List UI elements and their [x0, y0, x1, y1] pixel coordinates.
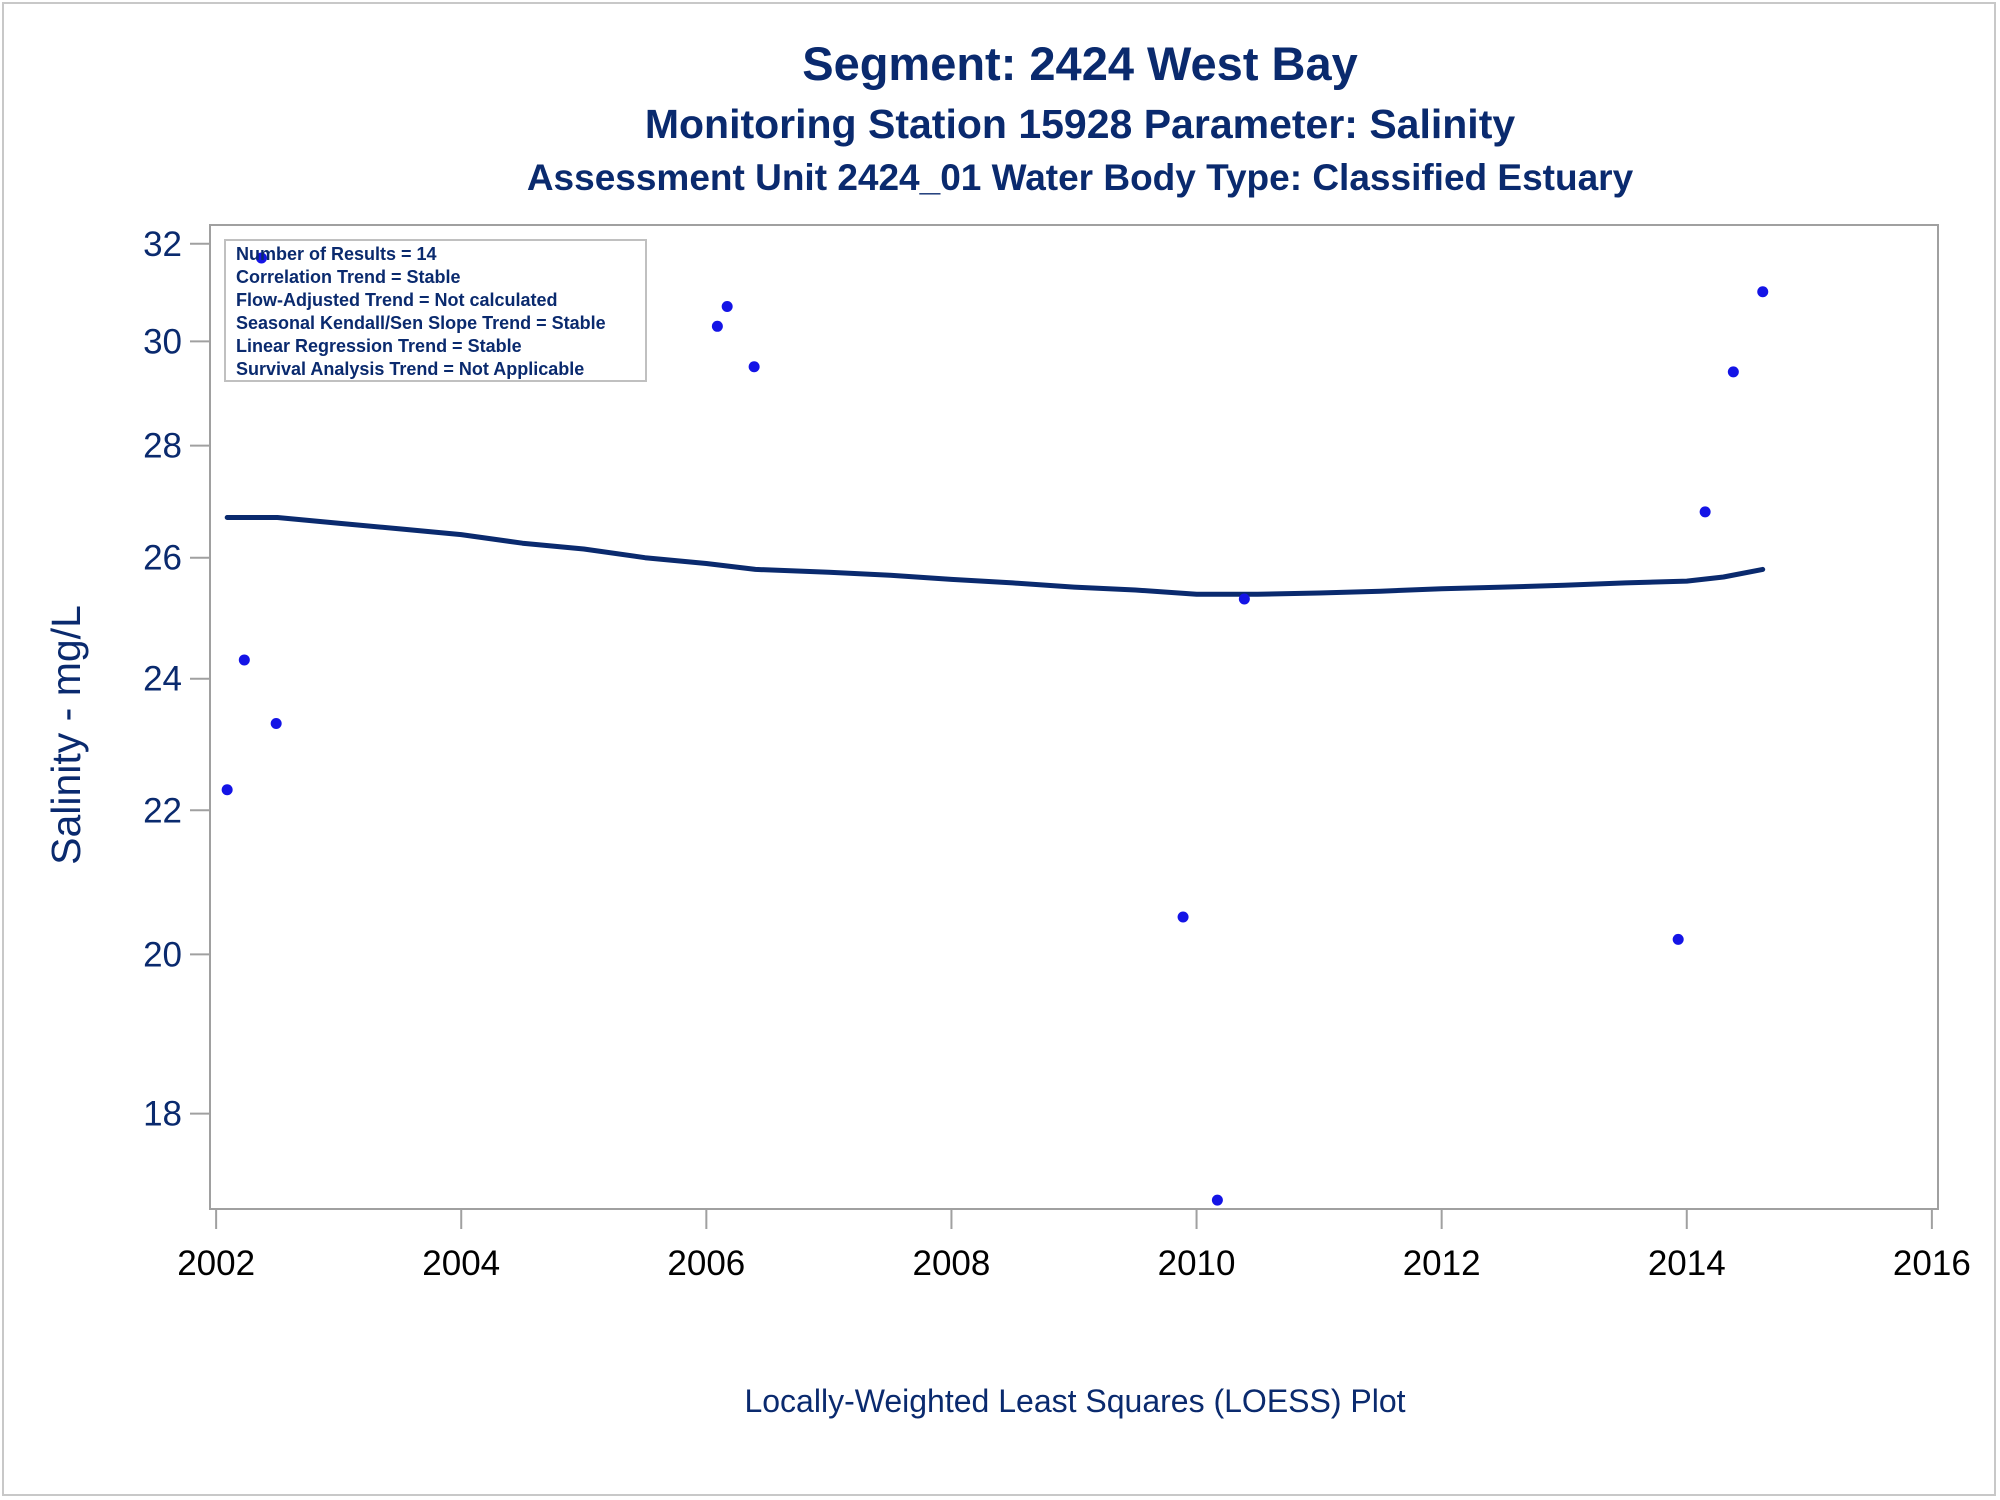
data-point [1672, 933, 1684, 945]
data-point [1757, 286, 1769, 298]
chart-subtitle-2: Assessment Unit 2424_01 Water Body Type:… [527, 157, 1634, 198]
y-axis-label: Salinity - mg/L [43, 605, 89, 865]
data-point [270, 717, 282, 729]
stats-line: Seasonal Kendall/Sen Slope Trend = Stabl… [236, 313, 606, 333]
chart-subtitle: Monitoring Station 15928 Parameter: Sali… [645, 101, 1516, 147]
stats-line: Number of Results = 14 [236, 244, 437, 264]
plot-area [209, 224, 1939, 1210]
y-tick-label: 24 [143, 660, 182, 699]
x-tick-label: 2010 [1158, 1244, 1236, 1283]
data-point [1211, 1194, 1223, 1206]
data-point [711, 320, 723, 332]
data-point [1238, 593, 1250, 605]
y-tick-label: 28 [143, 427, 182, 466]
data-point [721, 300, 733, 312]
stats-line: Survival Analysis Trend = Not Applicable [236, 359, 584, 379]
stats-box-border [224, 239, 647, 382]
x-tick-label: 2014 [1648, 1244, 1726, 1283]
x-tick-label: 2004 [422, 1244, 500, 1283]
chart-title: Segment: 2424 West Bay [802, 37, 1358, 90]
x-tick-label: 2002 [177, 1244, 255, 1283]
data-point [221, 784, 233, 796]
scatter-series [221, 252, 1769, 1206]
stats-line: Correlation Trend = Stable [236, 267, 461, 287]
x-tick-label: 2006 [667, 1244, 745, 1283]
data-point [1727, 366, 1739, 378]
x-tick-label: 2008 [913, 1244, 991, 1283]
x-tick-label: 2012 [1403, 1244, 1481, 1283]
y-tick-label: 18 [143, 1095, 182, 1134]
y-axis: 18 20 22 24 26 28 30 32 [143, 225, 210, 1134]
loess-line [224, 515, 1766, 597]
stats-box: Number of Results = 14 Correlation Trend… [224, 239, 647, 382]
chart-footnote: Locally-Weighted Least Squares (LOESS) P… [744, 1383, 1405, 1419]
loess-series [224, 515, 1766, 597]
y-tick-label: 26 [143, 539, 182, 578]
data-point [255, 252, 267, 264]
data-point [1177, 911, 1189, 923]
x-tick-label: 2016 [1893, 1244, 1971, 1283]
y-tick-label: 20 [143, 935, 182, 974]
data-point [748, 361, 760, 373]
stats-line: Linear Regression Trend = Stable [236, 336, 522, 356]
y-tick-label: 30 [143, 322, 182, 361]
data-point [238, 654, 250, 666]
stats-line: Flow-Adjusted Trend = Not calculated [236, 290, 558, 310]
data-point [1699, 506, 1711, 518]
x-axis: 2002 2004 2006 2008 2010 2012 2014 2016 [177, 1209, 1971, 1283]
y-tick-label: 22 [143, 791, 182, 830]
y-tick-label: 32 [143, 225, 182, 264]
